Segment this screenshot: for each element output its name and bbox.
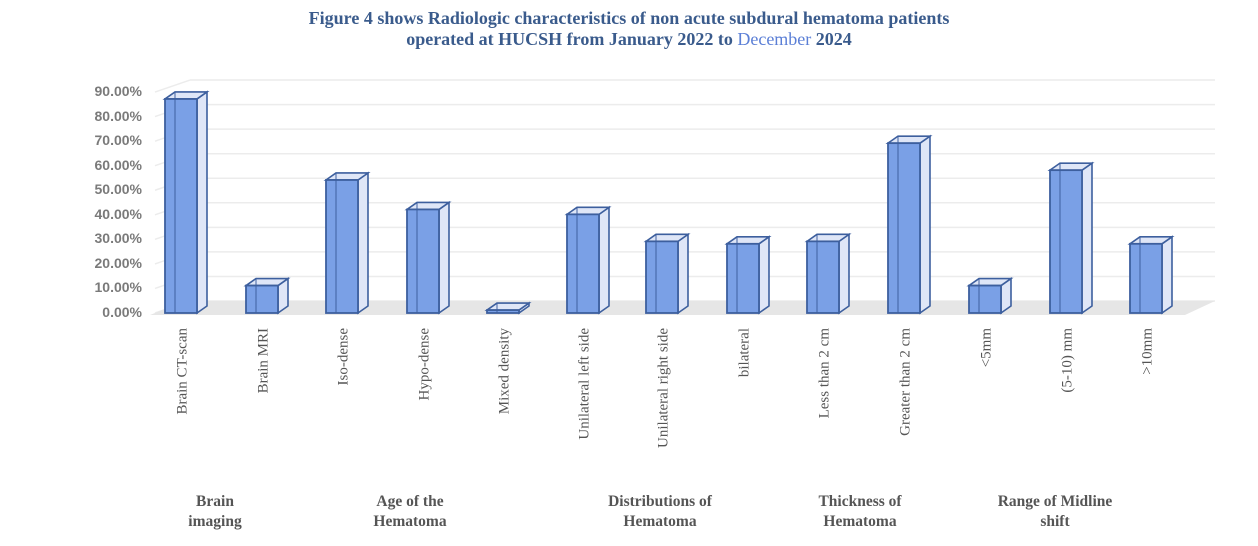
group-label-line2: Hematoma: [373, 513, 447, 530]
x-tick-label: Brain MRI: [254, 328, 274, 478]
x-tick-label: Mixed density: [495, 328, 515, 478]
bar-side: [758, 235, 770, 315]
y-tick-label: 20.00%: [94, 254, 142, 271]
y-tick-label: 0.00%: [102, 304, 142, 320]
bar-side: [196, 90, 208, 315]
x-tick-label-text: Mixed density: [496, 328, 513, 415]
x-tick-label-text: Hypo-dense: [416, 328, 433, 401]
x-tick-label-text: >10mm: [1139, 328, 1156, 375]
category-group-label: Age of the Hematoma: [320, 492, 500, 532]
bar: [887, 142, 921, 314]
y-tick-label: 30.00%: [94, 230, 142, 247]
x-tick-label-text: Unilateral right side: [655, 328, 672, 448]
category-group-label: Thickness of Hematoma: [780, 492, 940, 532]
bar-side: [919, 134, 931, 315]
y-tick-label: 90.00%: [94, 83, 142, 100]
x-tick-label-text: Less than 2 cm: [816, 328, 833, 419]
bar-side: [677, 232, 689, 315]
group-label-line2: imaging: [188, 513, 242, 530]
group-label-line2: shift: [1040, 513, 1070, 530]
x-tick-label-text: bilateral: [736, 328, 753, 378]
bar-side: [1161, 235, 1173, 315]
bar: [1049, 169, 1083, 314]
x-tick-label-text: (5-10) mm: [1059, 328, 1076, 393]
y-tick-label: 60.00%: [94, 156, 142, 173]
x-tick-label: (5-10) mm: [1058, 328, 1078, 478]
category-group-label: Range of Midline shift: [955, 492, 1155, 532]
x-tick-label-text: Iso-dense: [335, 328, 352, 386]
x-tick-label: Iso-dense: [334, 328, 354, 478]
x-tick-label: Greater than 2 cm: [896, 328, 916, 478]
bar-side: [1081, 161, 1093, 315]
bar-side: [357, 171, 369, 315]
category-group-label: Distributions of Hematoma: [560, 492, 760, 532]
bar: [968, 284, 1002, 314]
chart-title-line1: Figure 4 shows Radiologic characteristic…: [308, 8, 950, 28]
bar: [164, 98, 198, 314]
bar: [645, 240, 679, 314]
x-tick-label-text: Brain MRI: [255, 328, 272, 394]
bar: [406, 208, 440, 314]
y-tick-label: 50.00%: [94, 181, 142, 198]
bar: [726, 242, 760, 314]
chart-title-line2: operated at HUCSH from January 2022 to D…: [406, 29, 852, 49]
group-label-line2: Hematoma: [823, 513, 897, 530]
x-tick-label: bilateral: [735, 328, 755, 478]
group-label-line1: Distributions of: [608, 493, 712, 510]
bar: [245, 284, 279, 314]
bar-side: [598, 205, 610, 315]
bar-side: [438, 200, 450, 315]
x-tick-label: Unilateral right side: [654, 328, 674, 478]
group-label-line1: Range of Midline: [997, 493, 1113, 510]
y-tick-label: 10.00%: [94, 279, 142, 296]
bar: [486, 309, 520, 314]
y-tick-label: 70.00%: [94, 132, 142, 149]
y-tick-label: 80.00%: [94, 107, 142, 124]
chart-title: Figure 4 shows Radiologic characteristic…: [0, 8, 1258, 50]
bar: [806, 240, 840, 314]
group-label-line2: Hematoma: [623, 513, 697, 530]
y-tick-label: 40.00%: [94, 205, 142, 222]
x-tick-label-text: Greater than 2 cm: [897, 328, 914, 436]
bar: [566, 213, 600, 314]
bar: [325, 179, 359, 314]
x-tick-label: Less than 2 cm: [815, 328, 835, 478]
x-tick-label: <5mm: [977, 328, 997, 478]
group-label-line1: Brain: [196, 493, 234, 510]
group-label-line1: Thickness of: [818, 493, 902, 510]
group-label-line1: Age of the: [376, 493, 444, 510]
bar: [1129, 242, 1163, 314]
x-tick-label: >10mm: [1138, 328, 1158, 478]
x-tick-label-text: Unilateral left side: [576, 328, 593, 440]
x-tick-label-text: <5mm: [978, 328, 995, 368]
x-tick-label: Hypo-dense: [415, 328, 435, 478]
bar-side: [838, 232, 850, 315]
category-group-label: Brain imaging: [155, 492, 275, 532]
x-tick-label: Brain CT-scan: [173, 328, 193, 478]
x-tick-label-text: Brain CT-scan: [174, 328, 191, 415]
x-tick-label: Unilateral left side: [575, 328, 595, 478]
gridline-depth: [154, 79, 191, 93]
